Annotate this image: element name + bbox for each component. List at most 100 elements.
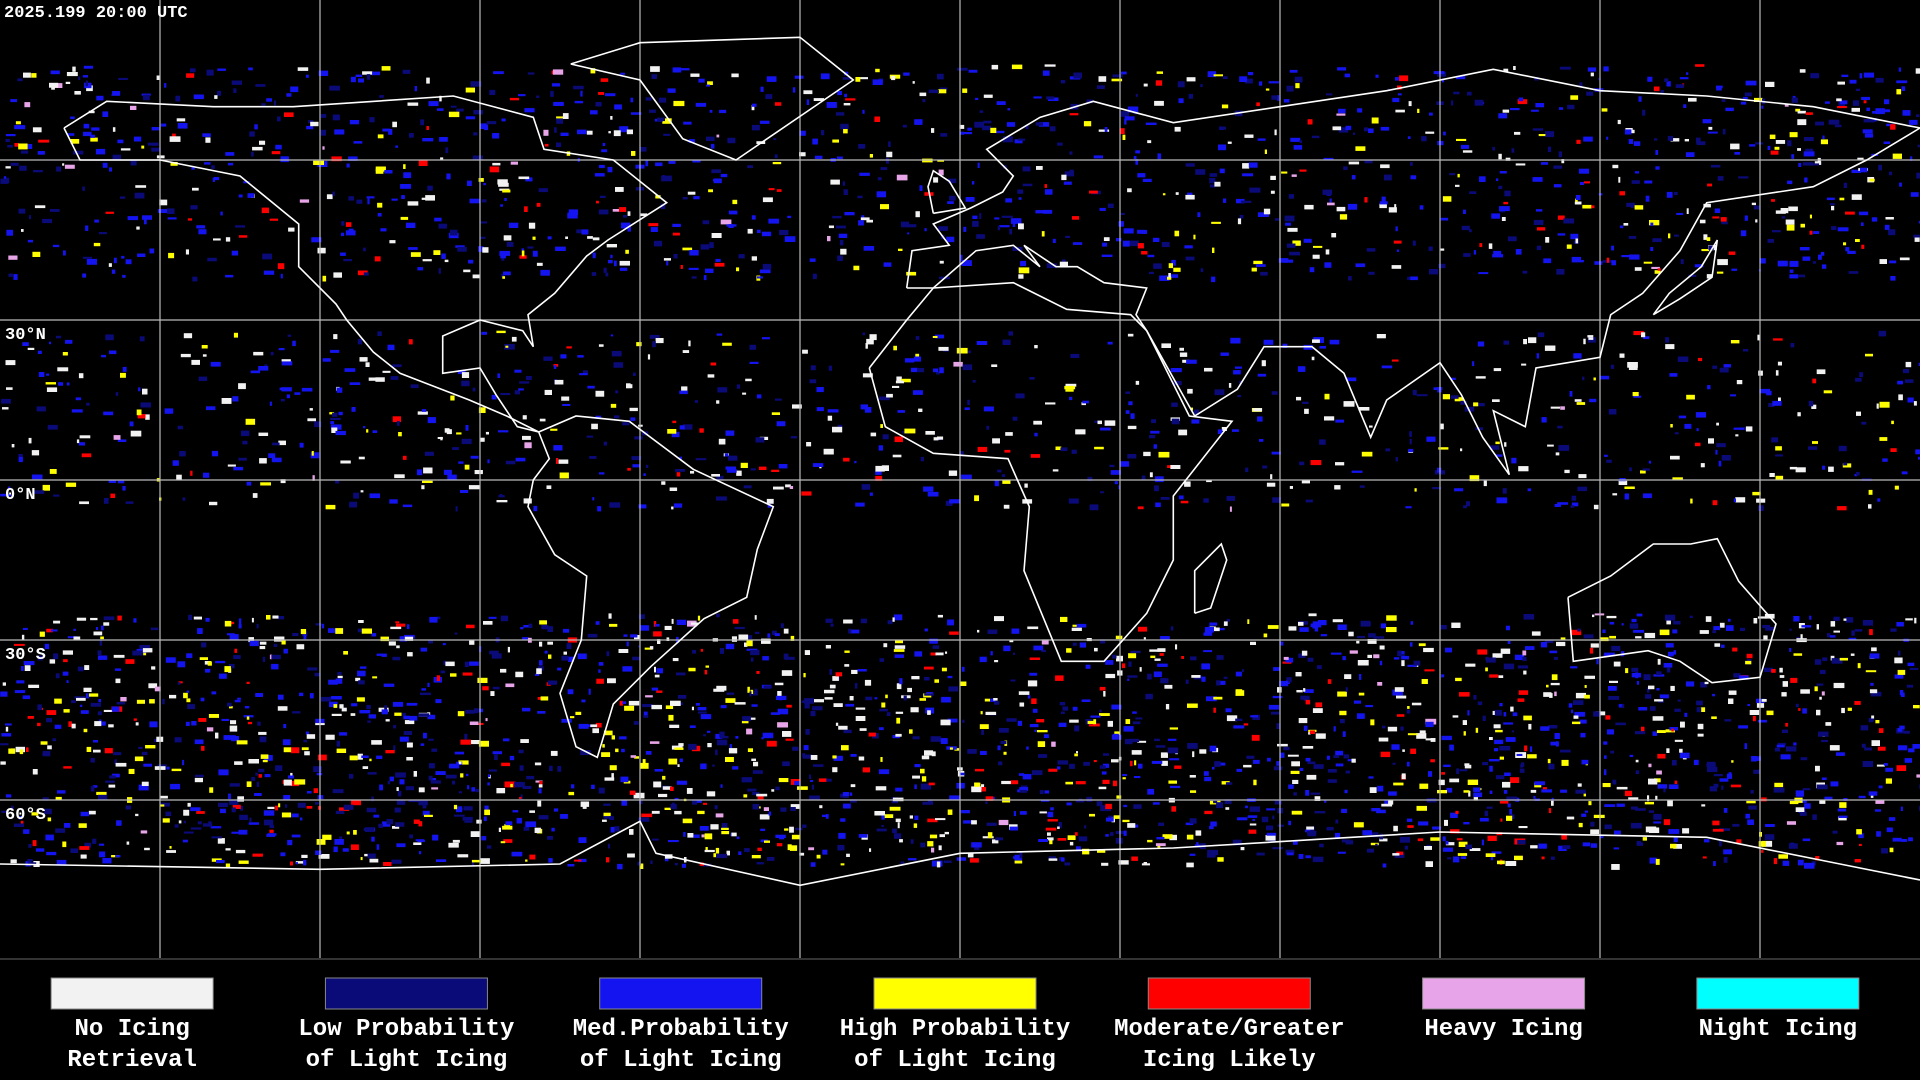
icing-pixel <box>514 390 520 395</box>
icing-pixel <box>1399 836 1411 843</box>
icing-pixel <box>1216 655 1224 660</box>
icing-pixel <box>747 748 753 752</box>
icing-pixel <box>1493 250 1502 257</box>
icing-pixel <box>1744 743 1747 750</box>
icing-pixel <box>1812 231 1820 234</box>
icing-pixel <box>860 618 867 624</box>
icing-pixel <box>927 818 938 823</box>
icing-pixel <box>32 474 43 480</box>
icing-pixel <box>402 455 407 460</box>
icing-pixel <box>688 743 697 750</box>
icing-pixel <box>575 711 582 715</box>
icing-pixel <box>840 863 845 866</box>
icing-pixel <box>71 723 76 729</box>
icing-pixel <box>1856 411 1861 416</box>
icing-pixel <box>997 469 1002 473</box>
icing-pixel <box>736 470 742 476</box>
icing-pixel <box>53 620 61 624</box>
icing-pixel <box>1731 268 1737 271</box>
icing-pixel <box>334 839 344 845</box>
icing-pixel <box>1287 227 1298 232</box>
icing-pixel <box>1299 627 1309 632</box>
icing-pixel <box>1502 109 1510 113</box>
icing-pixel <box>792 746 799 751</box>
icing-pixel <box>462 672 473 676</box>
icing-pixel <box>1596 658 1599 665</box>
icing-pixel <box>1445 647 1452 653</box>
icing-pixel <box>1619 353 1625 358</box>
icing-pixel <box>1032 708 1038 713</box>
icing-pixel <box>182 839 188 843</box>
icing-pixel <box>631 112 642 115</box>
icing-pixel <box>1397 93 1402 96</box>
icing-pixel <box>448 111 460 118</box>
icing-pixel <box>884 814 894 818</box>
icing-pixel <box>177 661 186 668</box>
icing-pixel <box>136 409 142 416</box>
icing-pixel <box>1416 733 1427 739</box>
icing-pixel <box>894 436 903 443</box>
icing-pixel <box>1725 625 1734 631</box>
icing-pixel <box>457 246 467 252</box>
icing-pixel <box>994 217 1000 220</box>
icing-pixel <box>1017 189 1024 194</box>
icing-pixel <box>945 651 948 654</box>
icing-pixel <box>1538 134 1546 137</box>
icing-pixel <box>1862 761 1874 767</box>
icing-pixel <box>750 649 760 656</box>
icing-pixel <box>367 772 377 775</box>
icing-pixel <box>838 233 848 238</box>
icing-pixel <box>1184 245 1193 249</box>
icing-pixel <box>1384 800 1392 806</box>
icing-pixel <box>1189 853 1196 856</box>
icing-pixel <box>690 73 700 77</box>
icing-pixel <box>716 685 727 691</box>
icing-pixel <box>245 418 256 425</box>
icing-pixel <box>238 624 242 629</box>
icing-pixel <box>1644 632 1656 639</box>
icing-pixel <box>483 816 487 822</box>
icing-pixel <box>113 654 125 658</box>
icing-pixel <box>1235 366 1242 369</box>
icing-pixel <box>1280 641 1284 646</box>
icing-pixel <box>1764 834 1775 840</box>
icing-pixel <box>757 794 764 800</box>
icing-pixel <box>785 738 794 741</box>
icing-pixel <box>711 233 722 238</box>
icing-pixel <box>248 759 259 764</box>
icing-pixel <box>1854 701 1861 705</box>
icing-pixel <box>1624 493 1629 500</box>
icing-pixel <box>1684 423 1692 429</box>
icing-pixel <box>1384 174 1392 181</box>
icing-pixel <box>214 95 218 99</box>
icing-pixel <box>1235 690 1245 696</box>
icing-pixel <box>1204 627 1214 633</box>
icing-pixel <box>886 393 893 398</box>
icing-pixel <box>721 831 730 835</box>
icing-pixel <box>827 409 839 413</box>
icing-pixel <box>1069 169 1074 176</box>
icing-pixel <box>878 769 890 775</box>
icing-pixel <box>711 474 720 477</box>
icing-pixel <box>387 344 395 351</box>
icing-pixel <box>358 78 364 83</box>
icing-pixel <box>924 228 927 232</box>
icing-pixel <box>558 459 569 464</box>
icing-pixel <box>1751 756 1757 762</box>
icing-pixel <box>828 225 834 229</box>
icing-pixel <box>1628 797 1639 800</box>
icing-pixel <box>1107 720 1113 727</box>
icing-pixel <box>556 142 562 148</box>
icing-pixel <box>835 225 846 229</box>
icing-pixel <box>1505 861 1517 866</box>
icing-pixel <box>489 89 496 95</box>
icing-pixel <box>757 229 761 234</box>
icing-pixel <box>384 705 387 711</box>
icing-pixel <box>1247 815 1258 818</box>
icing-pixel <box>1037 730 1048 733</box>
icing-pixel <box>470 81 482 87</box>
icing-pixel <box>241 430 250 437</box>
icing-pixel <box>1011 628 1020 634</box>
icing-pixel <box>1804 862 1815 869</box>
icing-pixel <box>300 817 303 821</box>
